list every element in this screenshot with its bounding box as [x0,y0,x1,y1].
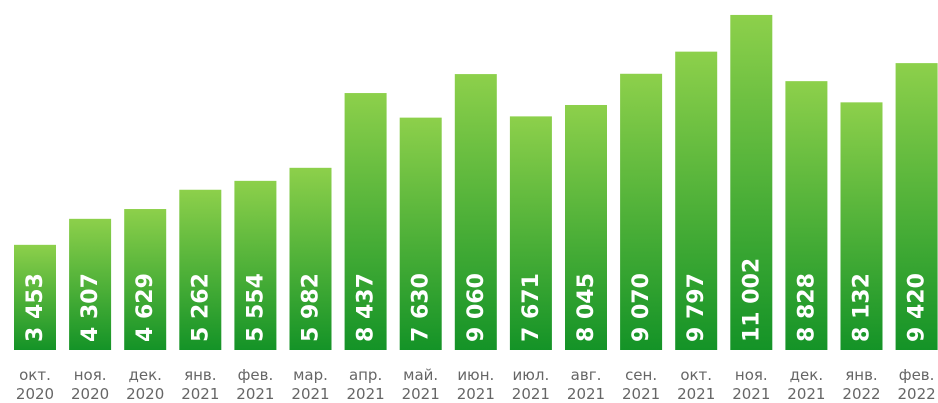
x-tick-label: фев. [238,366,274,384]
value-label: 8 132 [850,273,875,342]
bar [675,51,718,351]
x-tick-label: 2022 [842,385,880,403]
value-label: 8 437 [354,273,379,342]
x-tick-label: янв. [184,366,216,384]
value-label: 9 420 [905,273,930,342]
x-tick-label: янв. [845,366,877,384]
x-tick-label: 2021 [402,385,440,403]
x-tick-label: 2020 [126,385,164,403]
bar [399,117,442,350]
value-label: 5 554 [243,273,268,342]
x-tick-label: 2021 [291,385,329,403]
x-tick-label: 2021 [181,385,219,403]
value-label: 9 797 [684,273,709,342]
x-tick-label: сен. [625,366,657,384]
value-label: 4 307 [78,273,103,342]
x-tick-label: 2021 [457,385,495,403]
x-tick-label: 2022 [898,385,936,403]
value-label: 3 453 [23,273,48,342]
x-tick-label: дек. [790,366,823,384]
value-label: 5 982 [299,273,324,342]
bar [509,116,552,350]
bar [785,81,828,350]
x-tick-label: фев. [899,366,935,384]
bar [14,244,56,350]
value-label: 9 060 [464,273,489,342]
bar [179,189,222,350]
bar [840,102,883,351]
value-label: 8 828 [794,273,819,342]
value-label: 8 045 [574,273,599,342]
bar [454,74,497,350]
x-tick-label: май. [403,366,438,384]
x-tick-label: 2021 [512,385,550,403]
x-tick-label: мар. [293,366,328,384]
x-tick-label: 2020 [71,385,109,403]
bar [730,14,773,351]
x-tick-label: 2021 [567,385,605,403]
value-label: 9 070 [629,273,654,342]
bar [124,209,167,350]
value-label: 5 262 [188,273,213,342]
x-tick-label: 2021 [347,385,385,403]
bar [69,218,112,350]
x-tick-label: 2021 [677,385,715,403]
bar [289,167,332,350]
bar [565,104,607,350]
x-tick-label: окт. [680,366,712,384]
x-tick-label: дек. [128,366,161,384]
bar [620,73,663,350]
x-tick-label: 2021 [787,385,825,403]
bar [234,180,277,350]
x-tick-label: апр. [349,366,382,384]
x-tick-label: авг. [571,366,602,384]
x-tick-label: 2021 [622,385,660,403]
x-tick-label: июл. [513,366,550,384]
value-label: 4 629 [133,273,158,342]
x-tick-label: ноя. [735,366,768,384]
bar [344,93,387,351]
x-tick-label: ноя. [74,366,107,384]
x-tick-label: 2021 [732,385,770,403]
value-label: 7 671 [519,273,544,342]
x-tick-label: 2021 [236,385,274,403]
x-tick-label: июн. [457,366,494,384]
value-label: 7 630 [409,273,434,342]
x-tick-label: 2020 [16,385,54,403]
value-label: 11 002 [739,258,764,342]
x-tick-label: окт. [19,366,51,384]
bar [895,63,938,350]
